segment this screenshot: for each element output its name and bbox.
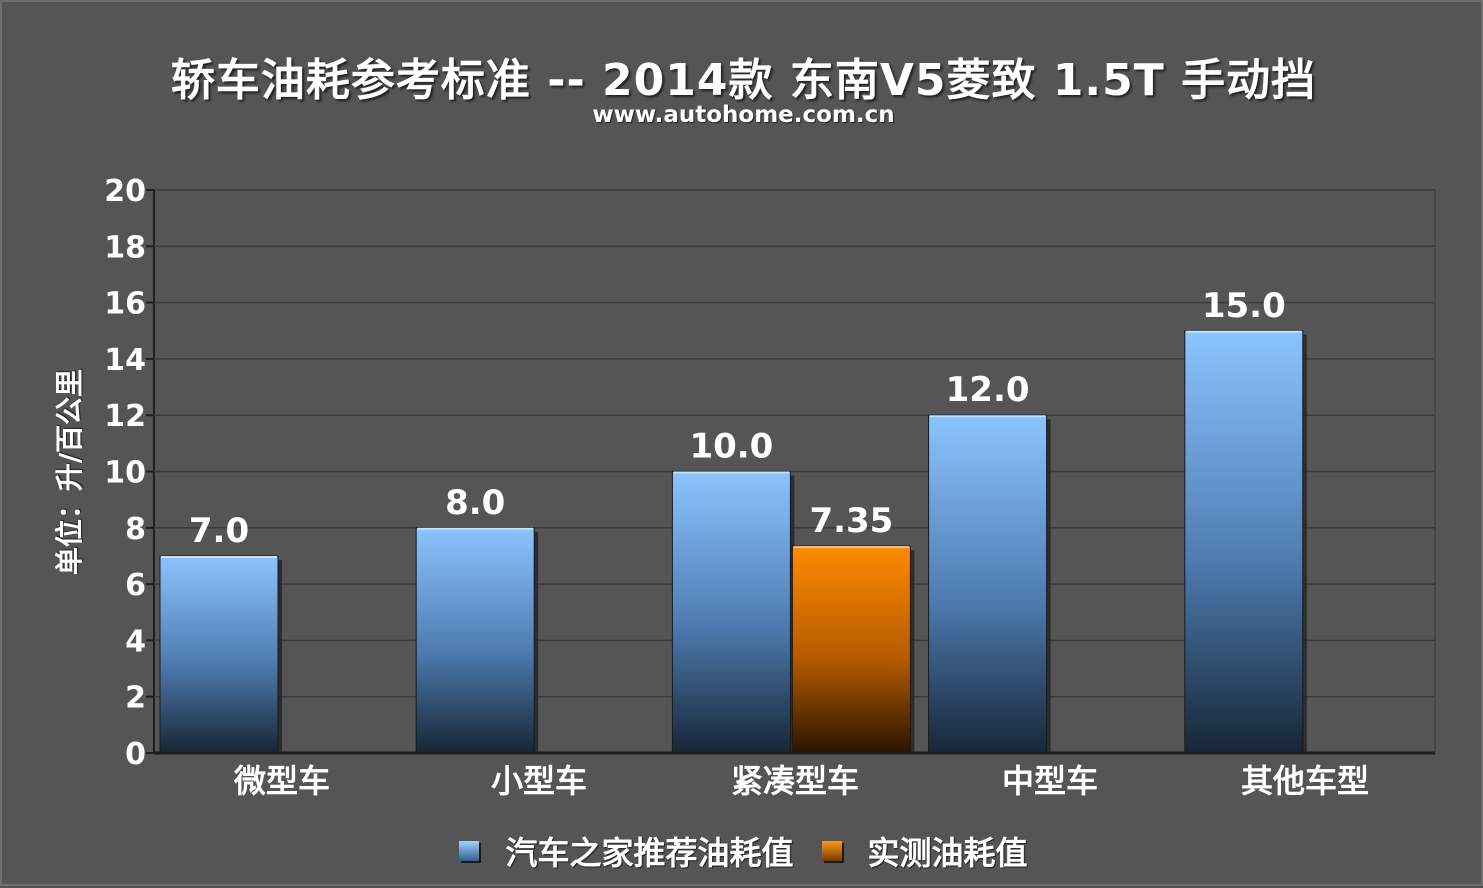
legend-swatch-recommended (459, 841, 480, 861)
x-category-label: 其他车型 (1241, 762, 1369, 800)
bar-value-label: 10.0 (689, 427, 773, 467)
x-category-label: 紧凑型车 (731, 762, 859, 800)
x-category-label: 小型车 (491, 762, 587, 800)
y-tick-label: 6 (125, 568, 146, 603)
y-tick-label: 14 (104, 343, 146, 378)
chart-subtitle: www.autohome.com.cn (592, 102, 895, 128)
bar (159, 555, 279, 754)
legend-label-measured: 实测油耗值 (867, 834, 1028, 872)
y-tick-label: 12 (104, 399, 146, 434)
y-tick-label: 2 (125, 681, 146, 716)
bar-value-label: 12.0 (946, 370, 1030, 410)
y-tick-label: 4 (125, 624, 146, 659)
bar (928, 414, 1048, 754)
y-tick-label: 20 (104, 174, 146, 209)
y-tick-label: 8 (125, 512, 146, 547)
y-tick-label: 0 (125, 737, 146, 772)
bar-value-label: 8.0 (445, 483, 505, 523)
bar-value-label: 7.0 (189, 511, 249, 551)
legend-swatch-measured (821, 841, 842, 861)
y-tick-label: 18 (104, 230, 146, 265)
legend-item-measured: 实测油耗值 (821, 828, 1028, 874)
legend-label-recommended: 汽车之家推荐油耗值 (505, 834, 794, 872)
chart-title: 轿车油耗参考标准 -- 2014款 东南V5菱致 1.5T 手动挡 (170, 55, 1317, 106)
y-tick-label: 10 (104, 456, 146, 491)
bar (415, 527, 535, 754)
bar-value-label: 7.35 (809, 501, 893, 541)
bar (671, 471, 791, 754)
x-category-label: 中型车 (1002, 762, 1098, 800)
legend-item-recommended: 汽车之家推荐油耗值 (459, 828, 794, 874)
legend: 汽车之家推荐油耗值 实测油耗值 (2, 828, 1483, 874)
bar (1184, 330, 1304, 754)
x-category-label: 微型车 (233, 762, 330, 800)
bar-value-label: 15.0 (1202, 286, 1286, 326)
bar (791, 545, 911, 754)
y-tick-label: 16 (104, 287, 146, 322)
